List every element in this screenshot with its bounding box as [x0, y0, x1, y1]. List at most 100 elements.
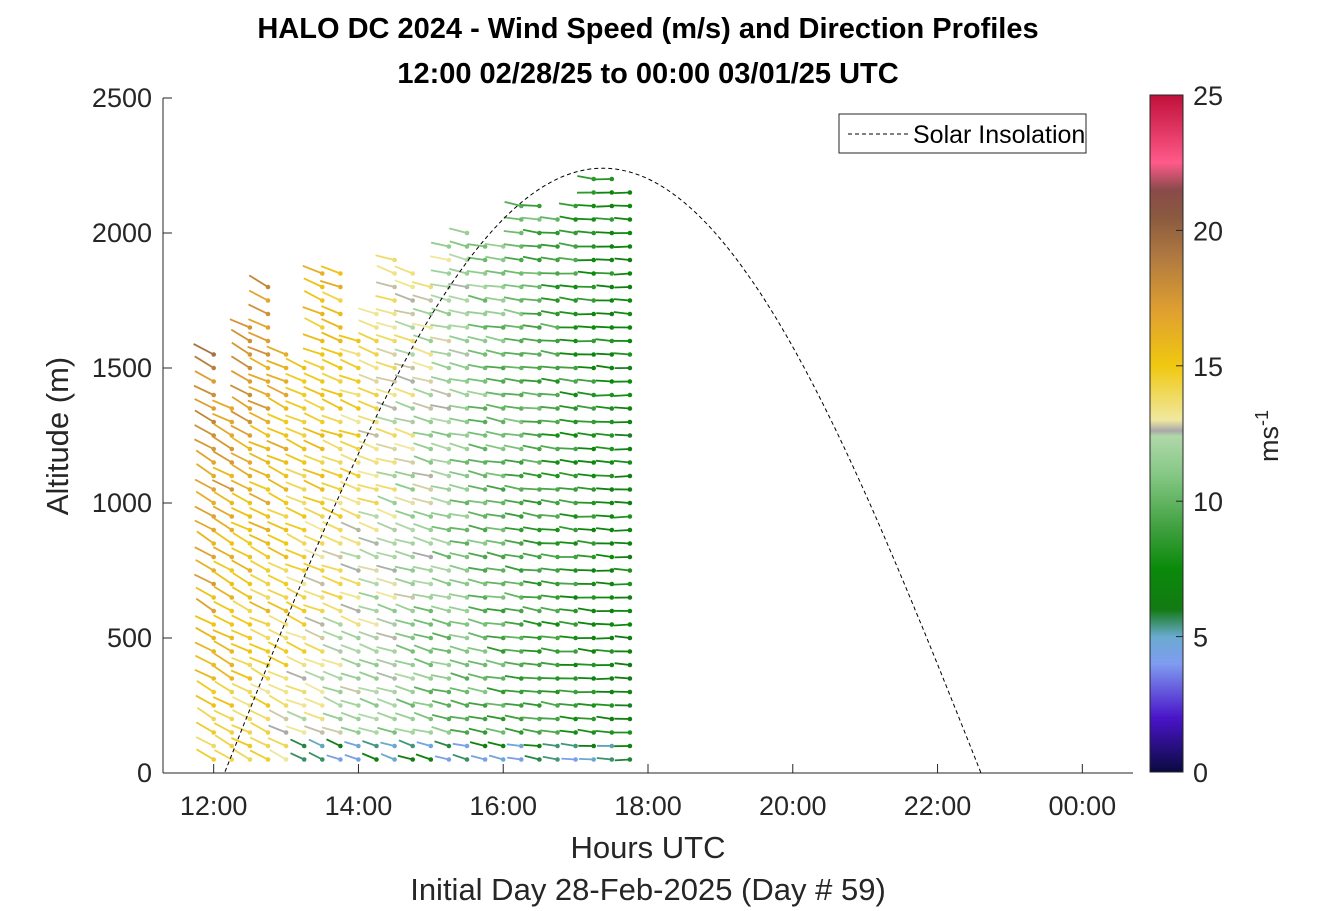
- wind-barb-shaft: [614, 500, 630, 504]
- wind-barb: [467, 294, 488, 303]
- wind-barb: [577, 689, 596, 695]
- wind-barb-shaft: [503, 308, 522, 315]
- wind-barb-shaft: [230, 452, 251, 464]
- wind-barb-head: [609, 649, 615, 654]
- wind-barb: [540, 392, 560, 398]
- wind-barb-shaft: [577, 175, 594, 180]
- wind-barb-head: [573, 338, 578, 344]
- wind-barb-shaft: [448, 309, 468, 315]
- wind-barb-shaft: [613, 204, 630, 207]
- wind-barb-shaft: [504, 661, 522, 666]
- wind-barb: [614, 473, 633, 479]
- wind-barb-head: [229, 595, 235, 600]
- wind-barb: [614, 703, 633, 708]
- wind-barb: [395, 483, 416, 492]
- wind-barb: [321, 564, 343, 573]
- wind-barb: [430, 565, 452, 573]
- wind-barb-head: [356, 392, 361, 398]
- wind-barb-shaft: [577, 539, 594, 545]
- wind-barb-shaft: [467, 405, 486, 410]
- wind-barb: [412, 431, 434, 438]
- wind-barb: [194, 519, 216, 533]
- wind-barb-head: [519, 446, 524, 452]
- wind-barb: [522, 432, 542, 438]
- wind-barb-shaft: [522, 662, 540, 666]
- wind-barb-shaft: [304, 520, 323, 531]
- wind-barb-head: [555, 595, 560, 600]
- wind-barb-shaft: [595, 703, 612, 707]
- wind-barb: [540, 541, 560, 546]
- wind-barb-head: [500, 284, 506, 290]
- wind-barb-head: [464, 392, 470, 398]
- wind-barb: [395, 509, 416, 519]
- wind-barb-head: [500, 568, 506, 573]
- wind-barb-shaft: [411, 281, 432, 288]
- wind-barb-shaft: [595, 474, 612, 477]
- wind-barb-shaft: [540, 349, 558, 356]
- wind-barb: [357, 386, 379, 398]
- wind-barb: [231, 463, 253, 479]
- wind-barb-shaft: [320, 347, 341, 356]
- wind-barb-head: [500, 446, 506, 452]
- wind-barb-shaft: [468, 606, 486, 612]
- wind-barb-head: [555, 716, 560, 722]
- wind-barb-shaft: [412, 294, 432, 302]
- wind-barb: [194, 398, 216, 411]
- legend-frame: [838, 113, 1087, 154]
- wind-barb: [595, 230, 615, 236]
- wind-barb-shaft: [596, 637, 612, 640]
- wind-barb-head: [211, 487, 216, 492]
- wind-barb-head: [320, 716, 325, 722]
- wind-barb: [376, 577, 397, 587]
- wind-barb: [576, 190, 596, 195]
- wind-barb-shaft: [266, 384, 287, 396]
- wind-barb-shaft: [394, 265, 414, 275]
- wind-barb-shaft: [303, 412, 323, 423]
- wind-barb-shaft: [596, 677, 612, 680]
- wind-barb: [285, 684, 307, 695]
- wind-barb: [559, 458, 578, 465]
- wind-barb-head: [627, 676, 633, 681]
- wind-barb-head: [573, 541, 578, 546]
- wind-barb: [357, 415, 379, 425]
- wind-barb-shaft: [578, 677, 594, 680]
- wind-barb: [412, 401, 434, 411]
- wind-barb-shaft: [285, 400, 305, 410]
- wind-barb-head: [573, 595, 578, 600]
- wind-barb: [613, 325, 633, 330]
- x-tick-label: 14:00: [325, 791, 393, 821]
- wind-barb-head: [482, 716, 488, 722]
- wind-barb-shaft: [614, 257, 630, 261]
- wind-barb: [284, 414, 307, 425]
- wind-barb-head: [519, 676, 524, 681]
- wind-barb-shaft: [522, 337, 540, 342]
- wind-barb-shaft: [326, 738, 341, 747]
- wind-barb: [522, 203, 542, 209]
- wind-barb-shaft: [266, 454, 287, 464]
- wind-barb-shaft: [485, 430, 504, 437]
- wind-barb: [595, 298, 615, 303]
- wind-barb-shaft: [485, 472, 504, 477]
- wind-barb: [577, 432, 596, 438]
- wind-barb: [357, 470, 379, 479]
- wind-barb-head: [482, 568, 488, 573]
- wind-barb-shaft: [522, 472, 540, 477]
- wind-barb-shaft: [467, 431, 486, 437]
- wind-barb-head: [500, 500, 506, 506]
- wind-barb-shaft: [340, 507, 359, 518]
- wind-barb-head: [374, 635, 379, 641]
- wind-barb-head: [500, 514, 506, 519]
- wind-barb-head: [627, 662, 633, 668]
- wind-barb: [249, 424, 271, 438]
- wind-barb: [194, 478, 216, 492]
- wind-barb-head: [627, 230, 633, 236]
- wind-barb: [394, 550, 416, 560]
- wind-barb: [377, 726, 397, 735]
- wind-barb-head: [247, 352, 253, 357]
- wind-barb-shaft: [358, 658, 377, 666]
- wind-barb-shaft: [613, 272, 630, 276]
- wind-barb-shaft: [413, 672, 432, 680]
- wind-barb-head: [301, 365, 307, 371]
- wind-barb: [321, 575, 343, 587]
- wind-barb: [267, 508, 289, 519]
